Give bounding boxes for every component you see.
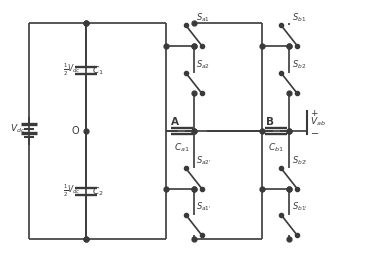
Text: $C_1$: $C_1$ [92,64,104,77]
Text: $S_{a1'}$: $S_{a1'}$ [196,201,212,213]
Text: $S_{a1}$: $S_{a1}$ [196,11,210,24]
Text: O: O [71,126,79,136]
Text: $S_{b2}$: $S_{b2}$ [292,59,306,71]
Text: $C_{a1}$: $C_{a1}$ [174,142,190,154]
Text: $+$: $+$ [310,108,319,117]
Text: $V_{ab}$: $V_{ab}$ [310,116,326,128]
Text: $S_{b1'}$: $S_{b1'}$ [292,201,308,213]
Text: $S_{a2}$: $S_{a2}$ [196,59,210,71]
Text: $S_{a2'}$: $S_{a2'}$ [196,154,212,167]
Text: $\frac{1}{2}V_{dc}$: $\frac{1}{2}V_{dc}$ [63,62,81,78]
Text: $C_2$: $C_2$ [92,185,104,198]
Text: A: A [171,117,179,127]
Text: $-$: $-$ [310,127,319,136]
Text: $S_{b2'}$: $S_{b2'}$ [292,154,308,167]
Text: B: B [266,117,274,127]
Text: $S_{b1}$: $S_{b1}$ [292,11,306,24]
Text: $V_{dc}$: $V_{dc}$ [10,123,26,135]
Text: $\frac{1}{2}V_{dc}$: $\frac{1}{2}V_{dc}$ [63,183,81,199]
Text: $C_{b1}$: $C_{b1}$ [268,142,284,154]
